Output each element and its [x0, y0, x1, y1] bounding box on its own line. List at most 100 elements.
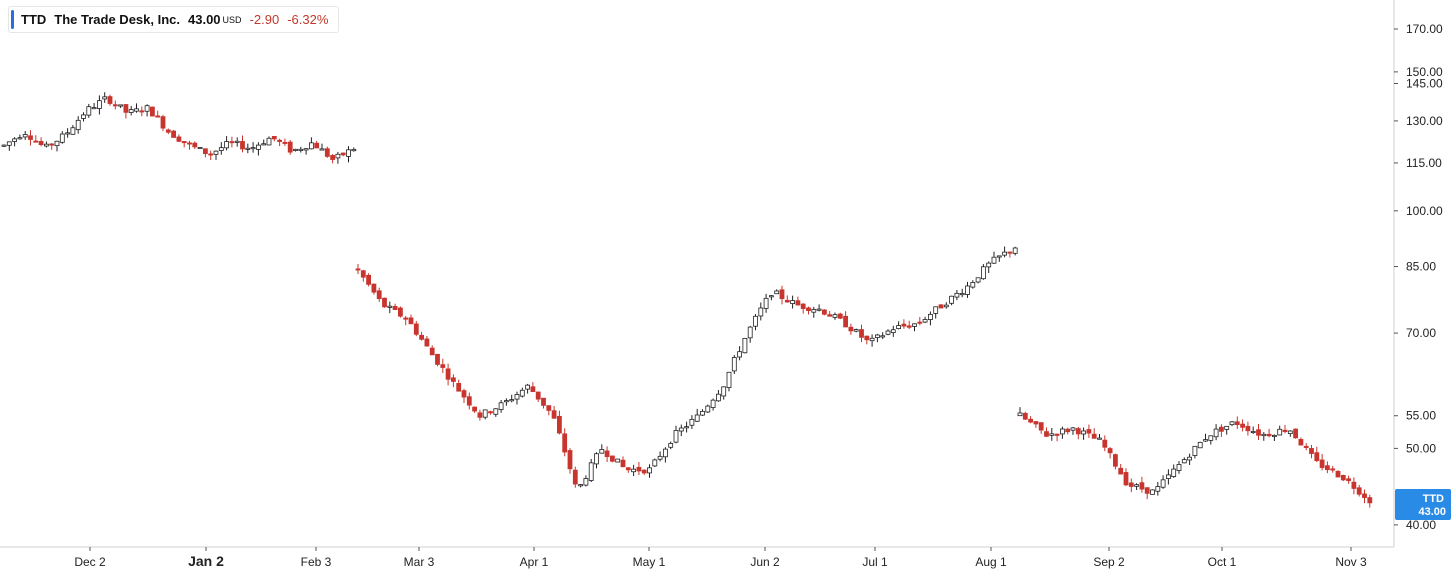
candle-up [790, 295, 795, 309]
candle-body [319, 148, 325, 151]
y-tick-label: 115.00 [1406, 156, 1442, 170]
candle-body [827, 314, 833, 317]
candle-up [1166, 469, 1171, 485]
candle-down [1303, 443, 1309, 451]
candle-body [287, 141, 293, 153]
candle-down [456, 379, 462, 392]
candle-body [293, 148, 298, 151]
candle-up [1229, 420, 1235, 427]
candle-body [710, 399, 716, 408]
x-tick-label: Aug 1 [975, 555, 1007, 569]
candle-up [1277, 425, 1283, 436]
candle-body [594, 453, 599, 465]
candle-body [1351, 481, 1357, 489]
legend-accent-bar [11, 10, 14, 29]
candle-up [896, 321, 901, 330]
candle-down [1351, 477, 1357, 495]
candle-up [731, 355, 737, 375]
legend-currency: USD [222, 14, 242, 25]
candle-up [22, 131, 28, 140]
candle-body [731, 357, 737, 372]
candle-down [1330, 465, 1336, 473]
candle-up [1097, 434, 1102, 440]
x-tick-label: Sep 2 [1093, 555, 1125, 569]
candle-body [1245, 425, 1251, 432]
candle-body [91, 107, 97, 110]
candle-down [1139, 476, 1145, 493]
candle-down [557, 410, 562, 435]
candle-body [324, 148, 330, 157]
candle-down [562, 428, 568, 457]
candle-down [33, 135, 39, 143]
candle-body [684, 426, 689, 429]
candle-body [790, 300, 795, 304]
candle-body [1261, 433, 1267, 437]
candle-down [1282, 425, 1288, 434]
candle-down [1033, 420, 1039, 428]
x-tick-label: Nov 3 [1335, 555, 1367, 569]
candle-body [694, 414, 700, 422]
candle-body [657, 455, 663, 460]
candle-body [1277, 428, 1283, 436]
candle-body [397, 307, 403, 317]
candle-body [970, 282, 976, 288]
candle-body [986, 262, 992, 268]
candle-body [625, 467, 631, 471]
candle-down [604, 446, 610, 463]
candle-up [1197, 441, 1203, 449]
candle-body [1181, 459, 1187, 464]
candle-body [562, 433, 568, 453]
candle-body [1091, 433, 1097, 439]
candle-up [747, 325, 753, 343]
candle-body [673, 429, 679, 443]
candle-up [1187, 453, 1192, 466]
candle-body [546, 405, 552, 411]
candle-up [832, 312, 838, 320]
candle-body [1266, 433, 1272, 437]
candle-body [330, 155, 336, 160]
candle-body [54, 140, 60, 147]
candle-down [49, 143, 55, 150]
candle-body [599, 449, 605, 454]
candle-body [890, 329, 896, 333]
candle-up [716, 389, 721, 402]
candle-up [308, 137, 314, 150]
ticker-legend: TTD The Trade Desk, Inc. 43.00 USD -2.90… [8, 6, 340, 33]
candle-up [578, 484, 583, 488]
candle-body [716, 393, 721, 402]
candle-body [1171, 468, 1177, 477]
candle-body [44, 143, 49, 147]
candle-body [112, 104, 118, 107]
candle-up [1070, 427, 1076, 435]
candle-body [139, 110, 145, 113]
candle-body [742, 337, 748, 354]
candle-down [461, 388, 467, 403]
candle-up [1213, 424, 1219, 441]
candle-down [546, 405, 552, 416]
candle-body [1044, 431, 1049, 437]
candle-body [392, 305, 398, 310]
candle-body [1123, 472, 1129, 486]
candle-down [382, 297, 387, 308]
candle-body [705, 405, 711, 413]
candle-down [445, 363, 451, 386]
candle-body [700, 411, 705, 416]
candle-body [255, 144, 261, 150]
candle-down [779, 285, 785, 305]
candle-down [208, 150, 214, 161]
candle-down [1219, 424, 1224, 437]
candle-body [176, 136, 182, 142]
candle-body [896, 325, 901, 330]
candle-down [1325, 461, 1330, 474]
candle-body [848, 326, 854, 332]
candle-up [1203, 433, 1208, 442]
candle-body [165, 129, 171, 133]
candle-body [641, 469, 647, 474]
candle-up [1224, 425, 1230, 435]
candle-body [277, 139, 283, 142]
candle-up [498, 399, 504, 413]
candle-down [1256, 424, 1261, 440]
candle-down [1356, 484, 1362, 497]
candle-down [837, 312, 843, 320]
candle-up [97, 95, 102, 115]
